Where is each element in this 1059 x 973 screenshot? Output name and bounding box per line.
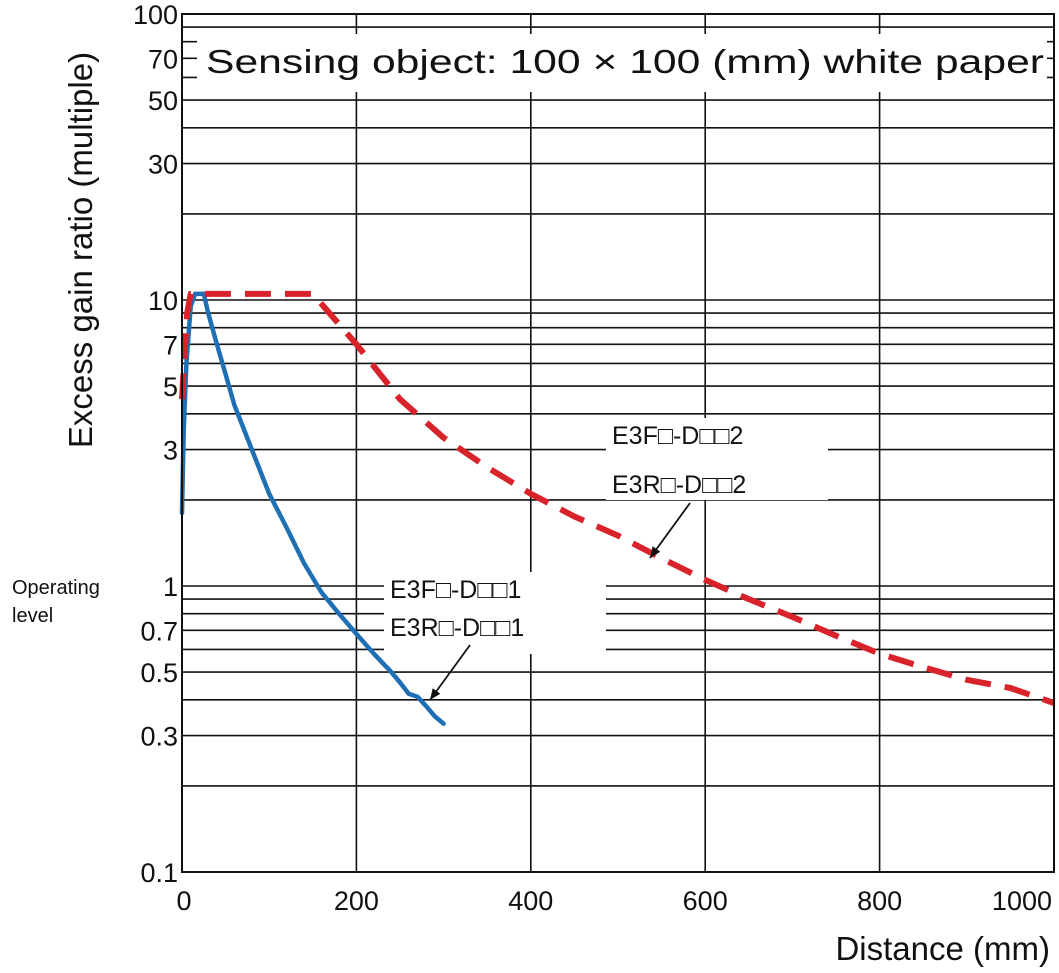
- y-tick-label: 0.7: [140, 616, 178, 646]
- plot-frame: [181, 13, 1055, 873]
- series-line-1: [179, 291, 446, 726]
- x-tick-label: 400: [508, 886, 553, 916]
- x-tick-label: 1000: [992, 886, 1052, 916]
- y-tick-label: 70: [148, 44, 178, 74]
- annotation-box: [197, 34, 1047, 92]
- series-label-2-line-1: E3F□-D□□2: [612, 422, 743, 450]
- y-tick-label: 0.3: [140, 722, 178, 752]
- series-pointer-1: [429, 644, 471, 701]
- y-tick-label: 5: [163, 372, 178, 402]
- operating-level-label-1: Operating: [12, 577, 100, 599]
- y-axis-title: Excess gain ratio (multiple): [62, 52, 99, 448]
- series-arrowhead-1: [430, 688, 441, 700]
- x-tick-label: 0: [176, 886, 191, 916]
- y-tick-label: 10: [148, 286, 178, 316]
- series-line-2: [179, 290, 1055, 706]
- x-tick-label: 800: [857, 886, 902, 916]
- series-label-box-1: [384, 572, 606, 654]
- series-arrowhead-2: [650, 546, 661, 558]
- series-label-2-line-2: E3R□-D□□2: [612, 471, 746, 499]
- y-tick-label: 0.1: [140, 858, 178, 888]
- y-tick-label: 1: [163, 572, 178, 602]
- x-tick-label: 600: [683, 886, 728, 916]
- annotation-text: Sensing object: 100 × 100 (mm) white pap…: [206, 43, 1044, 80]
- series-pointer-2: [649, 502, 691, 559]
- series-label-1-line-1: E3F□-D□□1: [390, 576, 521, 604]
- x-tick-label: 200: [334, 886, 379, 916]
- x-axis-title: Distance (mm): [835, 930, 1050, 967]
- series-label-1-line-2: E3R□-D□□1: [390, 614, 524, 642]
- y-tick-label: 50: [148, 86, 178, 116]
- y-tick-label: 3: [163, 436, 178, 466]
- y-tick-label: 7: [163, 330, 178, 360]
- y-tick-label: 100: [133, 0, 178, 30]
- y-tick-label: 30: [148, 150, 178, 180]
- series-lines: [179, 290, 1055, 726]
- y-tick-label: 0.5: [140, 658, 178, 688]
- series-label-box-2: [606, 418, 828, 500]
- series-labels: E3F□-D□□1 E3R□-D□□1 E3F□-D□□2 E3R□-D□□2: [384, 418, 828, 701]
- operating-level-label-2: level: [12, 605, 53, 627]
